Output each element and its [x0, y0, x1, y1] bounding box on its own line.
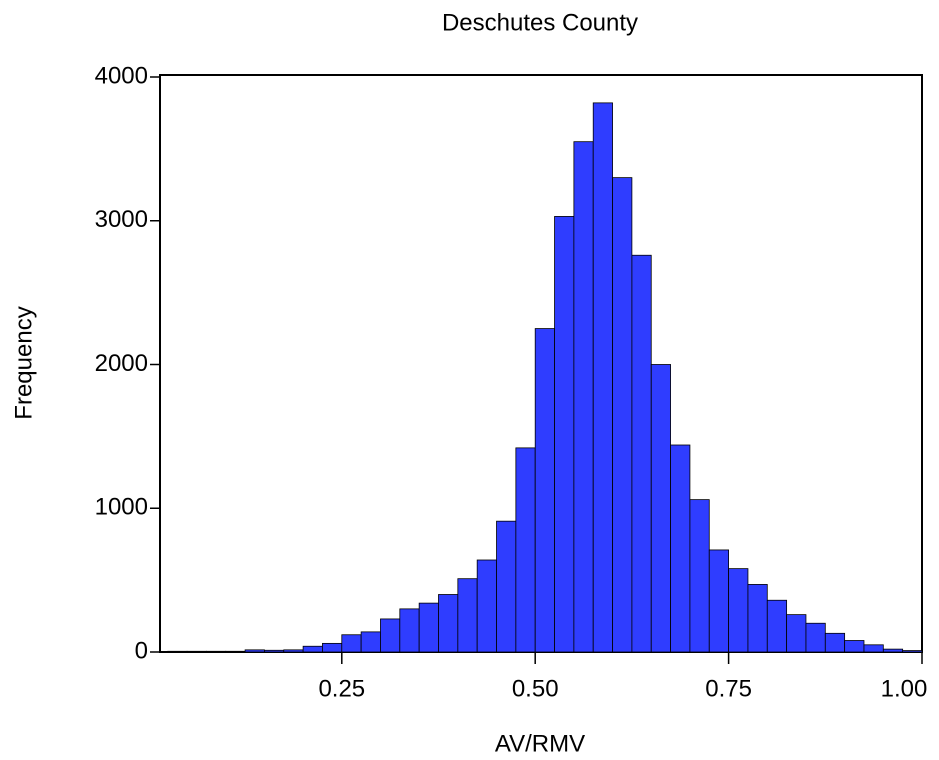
bar: [573, 141, 594, 653]
bar: [824, 632, 846, 653]
bar: [438, 594, 459, 653]
bar: [322, 642, 343, 653]
bar: [399, 608, 420, 653]
bar: [650, 364, 671, 653]
y-tick-label: 0: [135, 637, 148, 664]
bar: [708, 549, 729, 653]
y-axis-label: Frequency: [10, 306, 37, 419]
bar: [728, 568, 749, 653]
bar: [302, 645, 323, 653]
bar: [515, 447, 536, 653]
x-axis-label: AV/RMV: [495, 730, 585, 757]
y-tick-label: 3000: [95, 206, 148, 233]
y-tick-label: 2000: [95, 350, 148, 377]
bar: [341, 634, 362, 653]
bar: [380, 618, 401, 653]
x-tick-label: 0.50: [512, 675, 559, 702]
bar: [631, 254, 652, 653]
x-tick-label: 0.75: [705, 675, 752, 702]
bar: [418, 602, 439, 653]
bar: [283, 649, 304, 653]
bar: [863, 644, 884, 653]
bar: [186, 650, 207, 653]
bar: [882, 648, 904, 653]
x-tick-label: 1.00: [881, 675, 928, 702]
bar: [534, 328, 555, 653]
y-tick-label: 4000: [95, 62, 148, 89]
y-tick-label: 1000: [95, 494, 148, 521]
chart-title: Deschutes County: [442, 9, 638, 36]
bar: [747, 584, 768, 653]
bar: [844, 640, 865, 653]
bar: [496, 520, 517, 653]
bar: [554, 216, 575, 653]
bar: [805, 622, 826, 653]
bar: [206, 650, 227, 653]
bar: [476, 559, 497, 653]
bar: [902, 650, 923, 653]
bar: [167, 650, 188, 653]
x-tick-label: 0.25: [318, 675, 365, 702]
bar: [786, 614, 807, 653]
bar: [670, 444, 691, 653]
bar: [689, 499, 710, 653]
bar: [244, 649, 265, 653]
bar: [225, 650, 246, 653]
bar: [766, 599, 788, 653]
bar: [592, 102, 613, 653]
bar: [457, 578, 478, 653]
bar: [264, 649, 285, 653]
bar: [360, 631, 381, 653]
bar: [612, 177, 633, 653]
